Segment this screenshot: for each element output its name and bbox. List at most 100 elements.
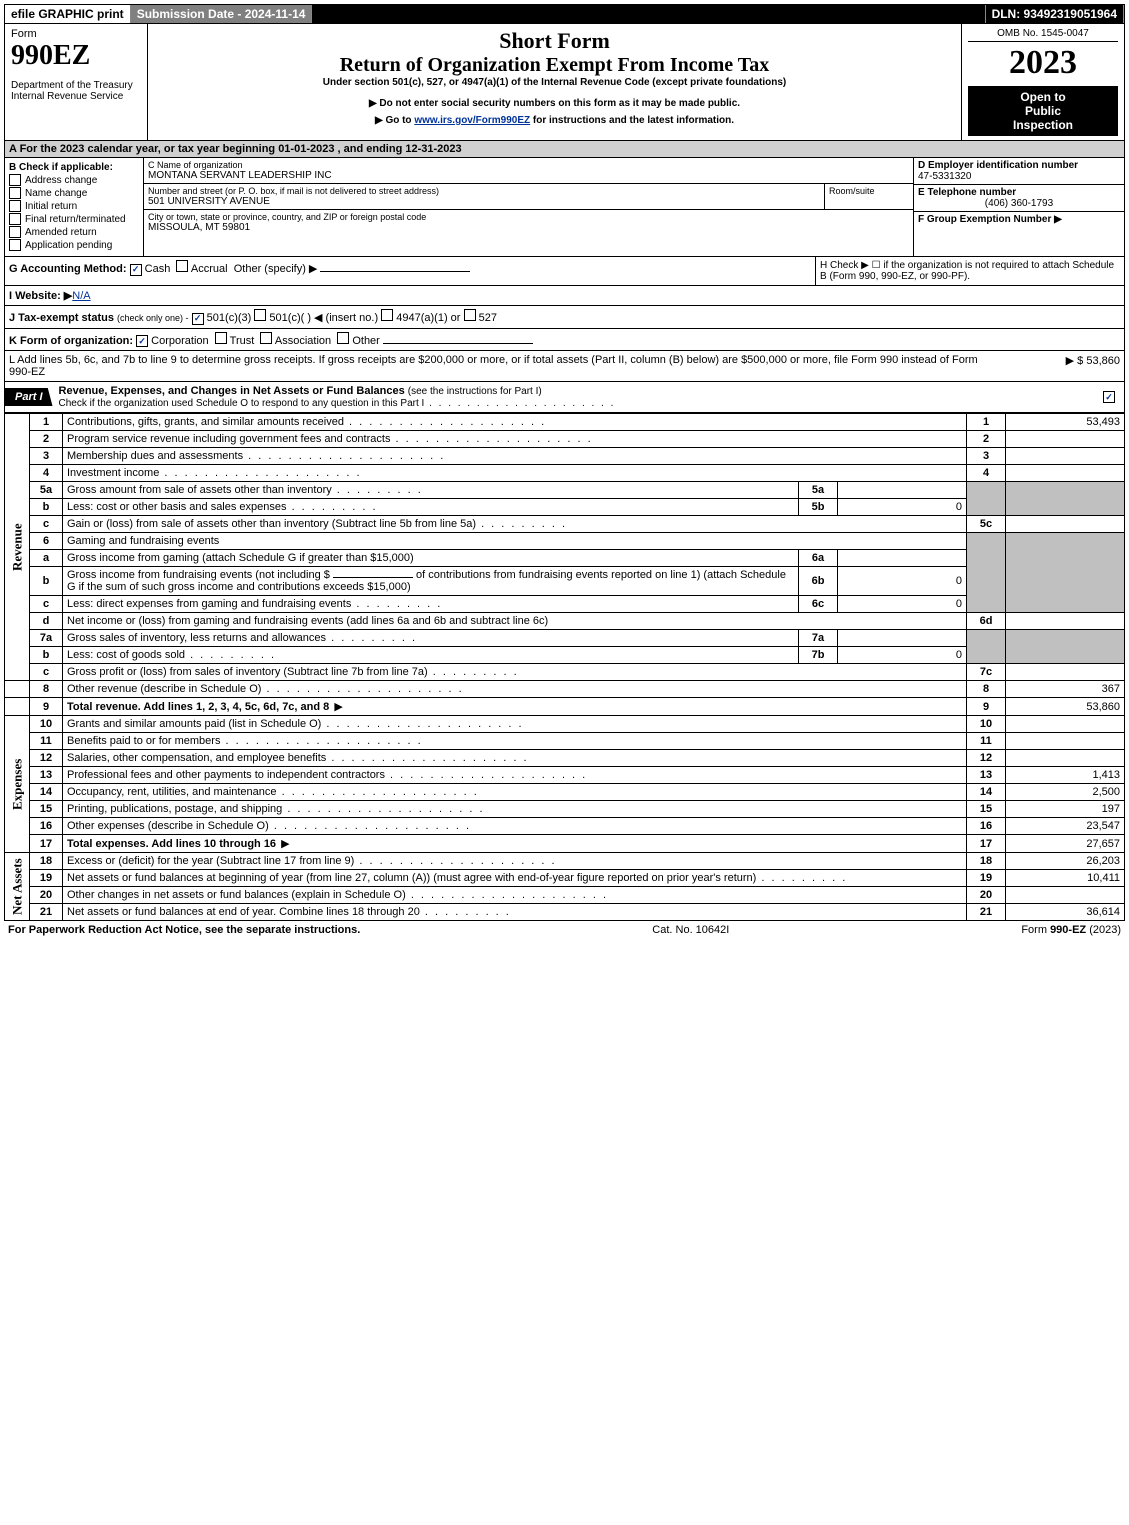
short-form-title: Short Form	[154, 28, 955, 54]
inspection-badge: Open to Public Inspection	[968, 86, 1118, 136]
table-row: c Gain or (loss) from sale of assets oth…	[5, 516, 1125, 533]
form-word: Form	[11, 28, 141, 40]
ein-value: 47-5331320	[918, 171, 1120, 182]
main-title: Return of Organization Exempt From Incom…	[154, 54, 955, 77]
cb-amended[interactable]	[9, 226, 21, 238]
table-row: 7a Gross sales of inventory, less return…	[5, 630, 1125, 647]
phone-label: E Telephone number	[918, 187, 1120, 198]
table-row: 4 Investment income 4	[5, 465, 1125, 482]
line-8-value: 367	[1006, 681, 1125, 698]
table-row: 13 Professional fees and other payments …	[5, 767, 1125, 784]
row-k: K Form of organization: Corporation Trus…	[4, 329, 1125, 352]
efile-print[interactable]: efile GRAPHIC print	[5, 5, 131, 23]
dept-treasury: Department of the Treasury	[11, 80, 141, 91]
website-value: N/A	[72, 290, 90, 302]
row-l: L Add lines 5b, 6c, and 7b to line 9 to …	[4, 351, 1125, 382]
table-row: 2 Program service revenue including gove…	[5, 431, 1125, 448]
table-row: 14 Occupancy, rent, utilities, and maint…	[5, 784, 1125, 801]
col-d: D Employer identification number 47-5331…	[914, 158, 1124, 256]
omb-number: OMB No. 1545-0047	[968, 28, 1118, 42]
table-row: 17 Total expenses. Add lines 10 through …	[5, 835, 1125, 853]
cb-initial-return[interactable]	[9, 200, 21, 212]
table-row: c Less: direct expenses from gaming and …	[5, 596, 1125, 613]
table-row: 20 Other changes in net assets or fund b…	[5, 887, 1125, 904]
page-footer: For Paperwork Reduction Act Notice, see …	[4, 921, 1125, 939]
cb-accrual[interactable]	[176, 260, 188, 272]
table-row: b Less: cost of goods sold 7b 0	[5, 647, 1125, 664]
irs-link[interactable]: www.irs.gov/Form990EZ	[414, 115, 530, 126]
org-name-label: C Name of organization	[148, 160, 909, 170]
group-label: F Group Exemption Number ▶	[918, 214, 1120, 225]
table-row: a Gross income from gaming (attach Sched…	[5, 550, 1125, 567]
cb-cash[interactable]	[130, 264, 142, 276]
goto-note: ▶ Go to www.irs.gov/Form990EZ for instru…	[154, 115, 955, 126]
cb-4947[interactable]	[381, 309, 393, 321]
col-c: C Name of organization MONTANA SERVANT L…	[144, 158, 914, 256]
part-i-header: Part I Revenue, Expenses, and Changes in…	[4, 382, 1125, 413]
paperwork-notice: For Paperwork Reduction Act Notice, see …	[8, 924, 360, 936]
table-row: 9 Total revenue. Add lines 1, 2, 3, 4, 5…	[5, 698, 1125, 716]
phone-value: (406) 360-1793	[918, 198, 1120, 209]
cb-501c3[interactable]	[192, 313, 204, 325]
tax-year: 2023	[968, 44, 1118, 82]
line-16-value: 23,547	[1006, 818, 1125, 835]
cb-501c[interactable]	[254, 309, 266, 321]
row-h: H Check ▶ ☐ if the organization is not r…	[815, 257, 1124, 285]
table-row: b Less: cost or other basis and sales ex…	[5, 499, 1125, 516]
cb-app-pending[interactable]	[9, 239, 21, 251]
org-info-block: B Check if applicable: Address change Na…	[4, 158, 1125, 257]
form-number: 990EZ	[11, 40, 141, 72]
ein-label: D Employer identification number	[918, 160, 1120, 171]
row-j: J Tax-exempt status (check only one) - 5…	[4, 306, 1125, 329]
table-row: 6 Gaming and fundraising events	[5, 533, 1125, 550]
cb-trust[interactable]	[215, 332, 227, 344]
org-name: MONTANA SERVANT LEADERSHIP INC	[148, 170, 909, 181]
cb-final-return[interactable]	[9, 213, 21, 225]
table-row: 15 Printing, publications, postage, and …	[5, 801, 1125, 818]
line-13-value: 1,413	[1006, 767, 1125, 784]
table-row: 19 Net assets or fund balances at beginn…	[5, 870, 1125, 887]
table-row: 8 Other revenue (describe in Schedule O)…	[5, 681, 1125, 698]
line-15-value: 197	[1006, 801, 1125, 818]
irs-label: Internal Revenue Service	[11, 91, 141, 102]
submission-date: Submission Date - 2024-11-14	[131, 5, 313, 23]
row-i: I Website: ▶N/A	[4, 286, 1125, 306]
table-row: 16 Other expenses (describe in Schedule …	[5, 818, 1125, 835]
table-row: Revenue 1 Contributions, gifts, grants, …	[5, 414, 1125, 431]
street-value: 501 UNIVERSITY AVENUE	[148, 196, 820, 207]
cb-assoc[interactable]	[260, 332, 272, 344]
table-row: 3 Membership dues and assessments 3	[5, 448, 1125, 465]
line-9-value: 53,860	[1006, 698, 1125, 716]
form-header: Form 990EZ Department of the Treasury In…	[4, 24, 1125, 141]
table-row: 12 Salaries, other compensation, and emp…	[5, 750, 1125, 767]
table-row: b Gross income from fundraising events (…	[5, 567, 1125, 596]
ssn-note: ▶ Do not enter social security numbers o…	[154, 98, 955, 109]
city-label: City or town, state or province, country…	[148, 212, 909, 222]
cb-name-change[interactable]	[9, 187, 21, 199]
table-row: Net Assets 18 Excess or (deficit) for th…	[5, 853, 1125, 870]
row-a-tax-year: A For the 2023 calendar year, or tax yea…	[4, 141, 1125, 158]
top-bar: efile GRAPHIC print Submission Date - 20…	[4, 4, 1125, 24]
line-17-value: 27,657	[1006, 835, 1125, 853]
gross-receipts: ▶ $ 53,860	[1000, 354, 1120, 378]
revenue-vlabel: Revenue	[5, 414, 30, 681]
cb-corp[interactable]	[136, 335, 148, 347]
table-row: Expenses 10 Grants and similar amounts p…	[5, 716, 1125, 733]
line-18-value: 26,203	[1006, 853, 1125, 870]
col-b-label: B Check if applicable:	[9, 162, 139, 173]
part-i-tab: Part I	[5, 388, 53, 406]
row-g: G Accounting Method: Cash Accrual Other …	[5, 257, 815, 285]
line-1-value: 53,493	[1006, 414, 1125, 431]
cb-527[interactable]	[464, 309, 476, 321]
street-label: Number and street (or P. O. box, if mail…	[148, 186, 820, 196]
col-b: B Check if applicable: Address change Na…	[5, 158, 144, 256]
room-label: Room/suite	[829, 186, 909, 196]
cb-other[interactable]	[337, 332, 349, 344]
netassets-vlabel: Net Assets	[5, 853, 30, 921]
cb-address-change[interactable]	[9, 174, 21, 186]
lines-table: Revenue 1 Contributions, gifts, grants, …	[4, 413, 1125, 921]
cat-no: Cat. No. 10642I	[652, 924, 729, 936]
line-14-value: 2,500	[1006, 784, 1125, 801]
line-21-value: 36,614	[1006, 904, 1125, 921]
cb-schedule-o[interactable]	[1103, 391, 1115, 403]
